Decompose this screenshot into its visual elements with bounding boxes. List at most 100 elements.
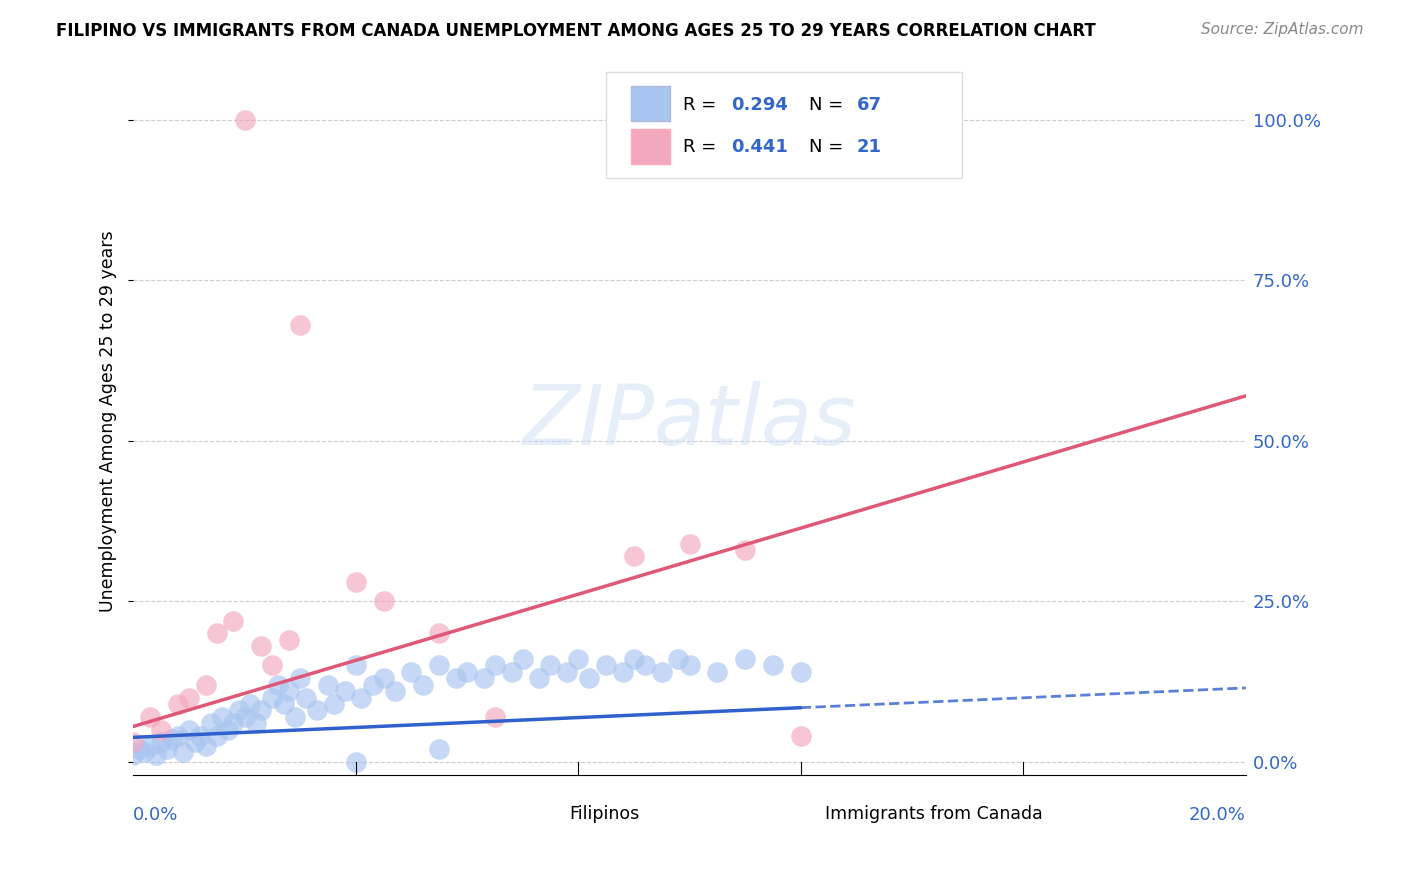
Text: ZIPatlas: ZIPatlas: [523, 381, 856, 462]
Point: [501, 665, 523, 679]
Point: [177, 723, 200, 737]
Point: [250, 703, 273, 717]
Point: [228, 703, 250, 717]
Point: [529, 671, 551, 685]
Point: [245, 716, 267, 731]
Text: 20.0%: 20.0%: [1189, 806, 1246, 824]
Point: [595, 658, 617, 673]
Point: [555, 665, 578, 679]
Point: [706, 665, 728, 679]
Point: [205, 626, 228, 640]
Point: [294, 690, 316, 705]
Point: [322, 697, 344, 711]
Point: [194, 678, 217, 692]
Point: [456, 665, 478, 679]
Point: [188, 729, 211, 743]
Point: [239, 697, 262, 711]
Point: [444, 671, 467, 685]
Point: [290, 318, 312, 333]
Point: [145, 748, 167, 763]
Point: [373, 671, 395, 685]
Point: [567, 652, 589, 666]
Point: [278, 684, 301, 698]
Point: [217, 723, 239, 737]
Point: [401, 665, 423, 679]
Point: [316, 678, 339, 692]
Point: [122, 748, 145, 763]
Point: [427, 626, 450, 640]
Point: [578, 671, 600, 685]
Point: [284, 710, 307, 724]
Point: [139, 710, 162, 724]
Point: [200, 716, 222, 731]
FancyBboxPatch shape: [630, 87, 669, 121]
Point: [734, 543, 756, 558]
Point: [790, 665, 813, 679]
FancyBboxPatch shape: [630, 128, 669, 164]
Point: [734, 652, 756, 666]
Point: [162, 732, 184, 747]
Point: [305, 703, 328, 717]
Point: [211, 710, 233, 724]
Point: [678, 658, 700, 673]
Text: Immigrants from Canada: Immigrants from Canada: [825, 805, 1043, 823]
Point: [290, 671, 312, 685]
Point: [273, 697, 295, 711]
Point: [233, 112, 256, 127]
Point: [250, 639, 273, 653]
Point: [267, 678, 290, 692]
Point: [278, 632, 301, 647]
FancyBboxPatch shape: [523, 803, 561, 825]
Point: [166, 697, 188, 711]
Text: 67: 67: [856, 95, 882, 113]
Point: [484, 710, 506, 724]
Text: N =: N =: [808, 138, 849, 156]
Point: [634, 658, 657, 673]
Point: [790, 729, 813, 743]
Point: [183, 735, 205, 749]
Point: [139, 739, 162, 753]
Point: [262, 690, 284, 705]
Text: Filipinos: Filipinos: [569, 805, 640, 823]
Point: [384, 684, 406, 698]
Point: [122, 735, 145, 749]
Point: [205, 729, 228, 743]
Point: [333, 684, 356, 698]
Point: [623, 652, 645, 666]
Point: [150, 723, 173, 737]
Point: [678, 536, 700, 550]
Point: [623, 549, 645, 564]
Point: [222, 716, 245, 731]
Y-axis label: Unemployment Among Ages 25 to 29 years: Unemployment Among Ages 25 to 29 years: [100, 231, 117, 613]
Text: FILIPINO VS IMMIGRANTS FROM CANADA UNEMPLOYMENT AMONG AGES 25 TO 29 YEARS CORREL: FILIPINO VS IMMIGRANTS FROM CANADA UNEMP…: [56, 22, 1097, 40]
Text: 0.294: 0.294: [731, 95, 787, 113]
Point: [177, 690, 200, 705]
Point: [128, 742, 150, 756]
Text: N =: N =: [808, 95, 849, 113]
Point: [344, 574, 367, 589]
Point: [233, 710, 256, 724]
Point: [427, 742, 450, 756]
Point: [762, 658, 785, 673]
Point: [427, 658, 450, 673]
Text: Source: ZipAtlas.com: Source: ZipAtlas.com: [1201, 22, 1364, 37]
Point: [361, 678, 384, 692]
Text: R =: R =: [683, 138, 721, 156]
Text: R =: R =: [683, 95, 721, 113]
FancyBboxPatch shape: [606, 72, 962, 178]
Point: [166, 729, 188, 743]
Point: [350, 690, 373, 705]
Point: [262, 658, 284, 673]
Text: 21: 21: [856, 138, 882, 156]
Point: [412, 678, 434, 692]
Point: [512, 652, 534, 666]
Point: [156, 742, 179, 756]
Point: [540, 658, 562, 673]
FancyBboxPatch shape: [779, 803, 817, 825]
Point: [373, 594, 395, 608]
Point: [194, 739, 217, 753]
Point: [150, 735, 173, 749]
Point: [484, 658, 506, 673]
Text: 0.0%: 0.0%: [134, 806, 179, 824]
Point: [222, 614, 245, 628]
